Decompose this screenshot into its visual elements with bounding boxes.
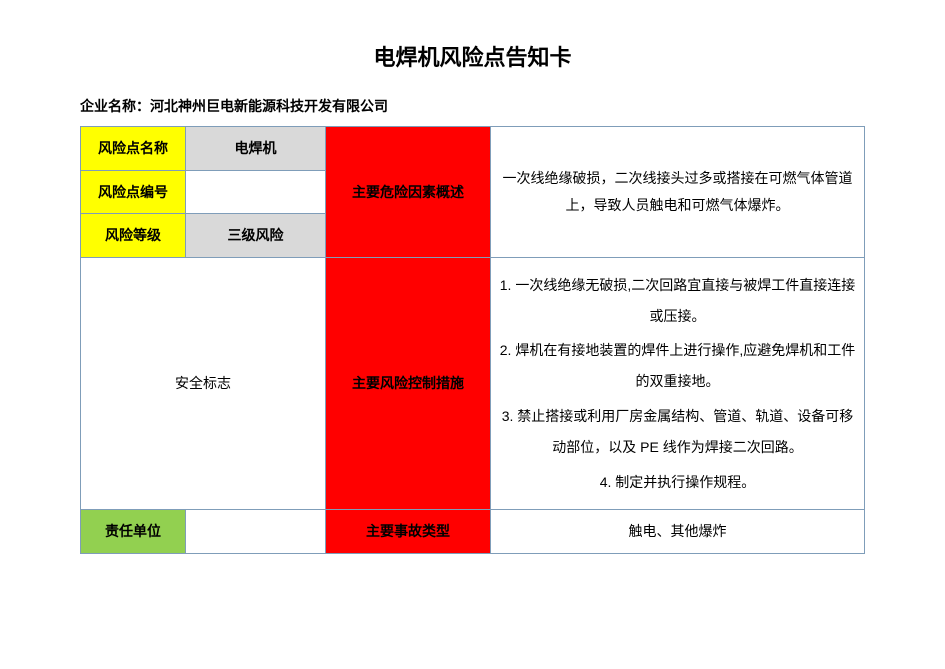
label-hazard-summary: 主要危险因素概述 (326, 127, 491, 258)
label-responsible-unit: 责任单位 (81, 510, 186, 554)
value-accident-type: 触电、其他爆炸 (491, 510, 865, 554)
company-name: 河北神州巨电新能源科技开发有限公司 (150, 98, 388, 114)
value-responsible-unit (186, 510, 326, 554)
control-measure-item: 2. 焊机在有接地装置的焊件上进行操作,应避免焊机和工件的双重接地。 (497, 335, 858, 397)
label-risk-level: 风险等级 (81, 214, 186, 258)
label-control-measures: 主要风险控制措施 (326, 257, 491, 510)
label-accident-type: 主要事故类型 (326, 510, 491, 554)
value-hazard-summary: 一次线绝缘破损，二次线接头过多或搭接在可燃气体管道上，导致人员触电和可燃气体爆炸… (491, 127, 865, 258)
value-control-measures: 1. 一次线绝缘无破损,二次回路宜直接与被焊工件直接连接或压接。 2. 焊机在有… (491, 257, 865, 510)
control-measure-item: 4. 制定并执行操作规程。 (497, 467, 858, 498)
value-risk-level: 三级风险 (186, 214, 326, 258)
company-label: 企业名称： (80, 98, 150, 114)
table-row: 安全标志 主要风险控制措施 1. 一次线绝缘无破损,二次回路宜直接与被焊工件直接… (81, 257, 865, 510)
risk-table: 风险点名称 电焊机 主要危险因素概述 一次线绝缘破损，二次线接头过多或搭接在可燃… (80, 126, 865, 554)
value-risk-point-code (186, 170, 326, 214)
card-title: 电焊机风险点告知卡 (80, 40, 865, 72)
control-measure-item: 3. 禁止搭接或利用厂房金属结构、管道、轨道、设备可移动部位，以及 PE 线作为… (497, 401, 858, 463)
table-row: 责任单位 主要事故类型 触电、其他爆炸 (81, 510, 865, 554)
label-risk-point-code: 风险点编号 (81, 170, 186, 214)
control-measure-item: 1. 一次线绝缘无破损,二次回路宜直接与被焊工件直接连接或压接。 (497, 270, 858, 332)
company-line: 企业名称：河北神州巨电新能源科技开发有限公司 (80, 96, 865, 116)
value-risk-point-name: 电焊机 (186, 127, 326, 171)
label-safety-sign: 安全标志 (81, 257, 326, 510)
risk-card-container: 电焊机风险点告知卡 企业名称：河北神州巨电新能源科技开发有限公司 风险点名称 电… (80, 40, 865, 554)
label-risk-point-name: 风险点名称 (81, 127, 186, 171)
table-row: 风险点名称 电焊机 主要危险因素概述 一次线绝缘破损，二次线接头过多或搭接在可燃… (81, 127, 865, 171)
